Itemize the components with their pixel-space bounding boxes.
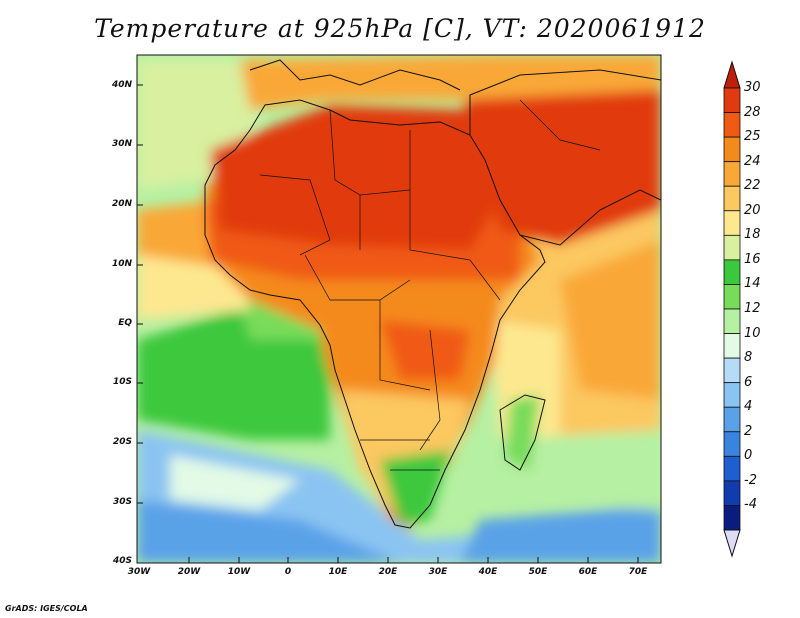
colorbar-bottom-arrow bbox=[723, 529, 741, 558]
colorbar-label: 18 bbox=[744, 227, 761, 243]
colorbar-label: -4 bbox=[744, 497, 757, 513]
colorbar-label: 22 bbox=[744, 178, 761, 194]
southern-africa-region bbox=[340, 390, 470, 510]
colorbar-swatch bbox=[723, 505, 741, 531]
lat-label: 40S bbox=[112, 556, 132, 566]
colorbar-label: 10 bbox=[744, 325, 761, 341]
colorbar-swatch bbox=[723, 161, 741, 187]
colorbar-label: -2 bbox=[744, 472, 757, 488]
axis-ticks bbox=[137, 84, 639, 563]
country-borders bbox=[259, 99, 601, 471]
colorbar-label: 24 bbox=[744, 153, 761, 169]
south-africa-green bbox=[380, 450, 450, 525]
north-atlantic-yellow bbox=[137, 60, 260, 190]
lon-label: 50E bbox=[528, 567, 548, 577]
arabian-sea-orange bbox=[560, 240, 661, 400]
lat-label: 40N bbox=[111, 80, 132, 90]
colorbar-label: 12 bbox=[744, 301, 761, 316]
colorbar-label: 30 bbox=[744, 80, 761, 95]
colorbar-label: 2 bbox=[744, 423, 753, 439]
chart-title: Temperature at 925hPa [C], VT: 202006191… bbox=[94, 14, 706, 43]
southern-ocean-far bbox=[460, 505, 661, 563]
colorbar-label: 4 bbox=[744, 399, 753, 415]
colorbar bbox=[723, 60, 741, 558]
lon-label: 10W bbox=[227, 567, 251, 577]
lon-label: 30W bbox=[127, 567, 151, 577]
arabia-hot-region bbox=[460, 80, 661, 245]
colorbar-swatch bbox=[723, 480, 741, 506]
lat-label: 30S bbox=[112, 497, 132, 507]
lon-label: 30E bbox=[428, 567, 448, 577]
colorbar-label: 16 bbox=[744, 251, 761, 267]
colorbar-swatch bbox=[723, 234, 741, 261]
lon-label: 0 bbox=[284, 567, 292, 577]
lon-label: 10E bbox=[328, 567, 348, 577]
colorbar-swatch bbox=[723, 382, 741, 408]
lon-label: 20E bbox=[378, 567, 398, 577]
congo-red bbox=[380, 320, 470, 380]
colorbar-label: 14 bbox=[744, 276, 761, 292]
colorbar-swatch bbox=[723, 259, 741, 285]
colorbar-swatch bbox=[723, 136, 741, 163]
lat-label: EQ bbox=[118, 318, 132, 328]
lon-label: 20W bbox=[177, 567, 201, 577]
lon-label: 70E bbox=[628, 567, 648, 577]
plot-frame bbox=[136, 54, 662, 564]
colorbar-label: 6 bbox=[744, 374, 753, 390]
coastlines bbox=[204, 59, 661, 529]
lat-label: 20N bbox=[111, 199, 132, 209]
lat-label: 10N bbox=[111, 259, 132, 269]
europe-warm bbox=[240, 55, 661, 110]
southern-ocean-deep bbox=[137, 500, 400, 563]
sahara-hot-region bbox=[210, 105, 500, 250]
colorbar-label: 28 bbox=[744, 104, 761, 120]
lat-label: 20S bbox=[112, 437, 132, 447]
lon-label: 60E bbox=[578, 567, 598, 577]
lat-label: 30N bbox=[111, 139, 132, 149]
colorbar-label: 20 bbox=[744, 202, 761, 218]
madagascar-green bbox=[505, 395, 540, 470]
colorbar-swatch bbox=[723, 112, 741, 138]
colorbar-swatch bbox=[723, 333, 741, 359]
colorbar-top-arrow bbox=[723, 60, 741, 89]
colorbar-label: 0 bbox=[744, 448, 753, 464]
colorbar-label: 8 bbox=[744, 350, 753, 366]
colorbar-swatch bbox=[723, 357, 741, 384]
canary-orange bbox=[137, 200, 220, 270]
colorbar-swatch bbox=[723, 308, 741, 334]
credit-label: GrADS: IGES/COLA bbox=[5, 604, 88, 613]
colorbar-swatch bbox=[723, 210, 741, 236]
colorbar-swatch bbox=[723, 455, 741, 482]
colorbar-swatch bbox=[723, 185, 741, 212]
colorbar-swatch bbox=[723, 406, 741, 433]
colorbar-label: 25 bbox=[744, 129, 761, 145]
colorbar-swatch bbox=[723, 87, 741, 113]
colorbar-swatch bbox=[723, 431, 741, 457]
southern-ocean-pale bbox=[170, 455, 300, 510]
lon-label: 40E bbox=[478, 567, 498, 577]
lat-label: 10S bbox=[112, 377, 132, 387]
colorbar-swatch bbox=[723, 284, 741, 310]
